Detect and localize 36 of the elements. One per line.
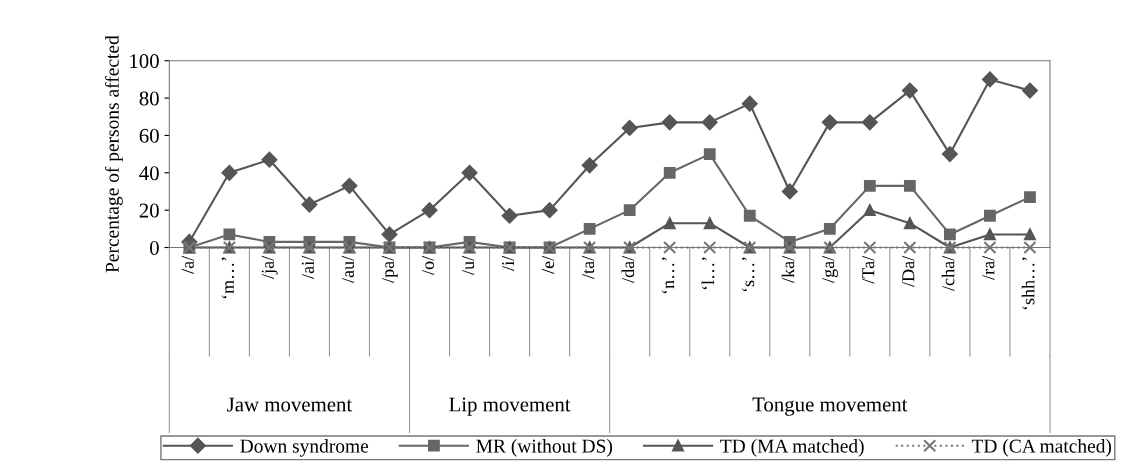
x-tick-label: /da/ bbox=[621, 255, 635, 283]
x-tick-label: /e/ bbox=[542, 255, 555, 274]
x-tick-label: ‘l…’ bbox=[701, 257, 715, 290]
y-tick-label: 20 bbox=[139, 203, 159, 218]
legend-label: TD (CA matched) bbox=[971, 439, 1112, 457]
legend-label: TD (MA matched) bbox=[720, 439, 864, 457]
text: Jaw movement bbox=[227, 397, 353, 412]
x-tick-label: /ja/ bbox=[261, 255, 278, 279]
x-tick-label: /ra/ bbox=[982, 255, 995, 280]
y-tick-label: 100 bbox=[130, 54, 159, 69]
x-tick-label: /Ta/ bbox=[862, 255, 875, 284]
y-axis-title: Percentage of persons affected bbox=[104, 35, 123, 273]
x-tick-label: /ai/ bbox=[301, 255, 314, 279]
y-tick-label: 60 bbox=[139, 128, 159, 143]
legend-label: MR (without DS) bbox=[476, 439, 613, 457]
x-tick-label: /ka/ bbox=[781, 255, 795, 283]
x-tick-label: ‘shh…’ bbox=[1021, 257, 1035, 310]
x-tick-label: /o/ bbox=[421, 255, 435, 275]
x-tick-label: ‘s…’ bbox=[742, 257, 755, 292]
legend-label: Down syndrome bbox=[240, 439, 369, 457]
x-tick-label: ‘m…’ bbox=[221, 257, 234, 299]
text: Lip movement bbox=[449, 397, 571, 416]
x-tick-label: /au/ bbox=[341, 255, 354, 283]
x-tick-label: /Da/ bbox=[902, 255, 915, 287]
text: Tongue movement bbox=[752, 397, 908, 416]
x-tick-label: ‘n…’ bbox=[662, 257, 675, 294]
x-tick-label: /cha/ bbox=[941, 255, 955, 291]
x-tick-label: /pa/ bbox=[381, 255, 398, 283]
x-tick-label: /i/ bbox=[501, 255, 515, 271]
x-tick-label: /ga/ bbox=[822, 255, 838, 283]
x-tick-label: /ta/ bbox=[582, 255, 595, 279]
y-tick-label: 80 bbox=[139, 91, 159, 106]
y-tick-label: 40 bbox=[139, 166, 159, 181]
x-tick-label: /u/ bbox=[462, 255, 475, 275]
y-tick-label: 0 bbox=[150, 240, 159, 255]
x-tick-label: /a/ bbox=[181, 255, 194, 274]
